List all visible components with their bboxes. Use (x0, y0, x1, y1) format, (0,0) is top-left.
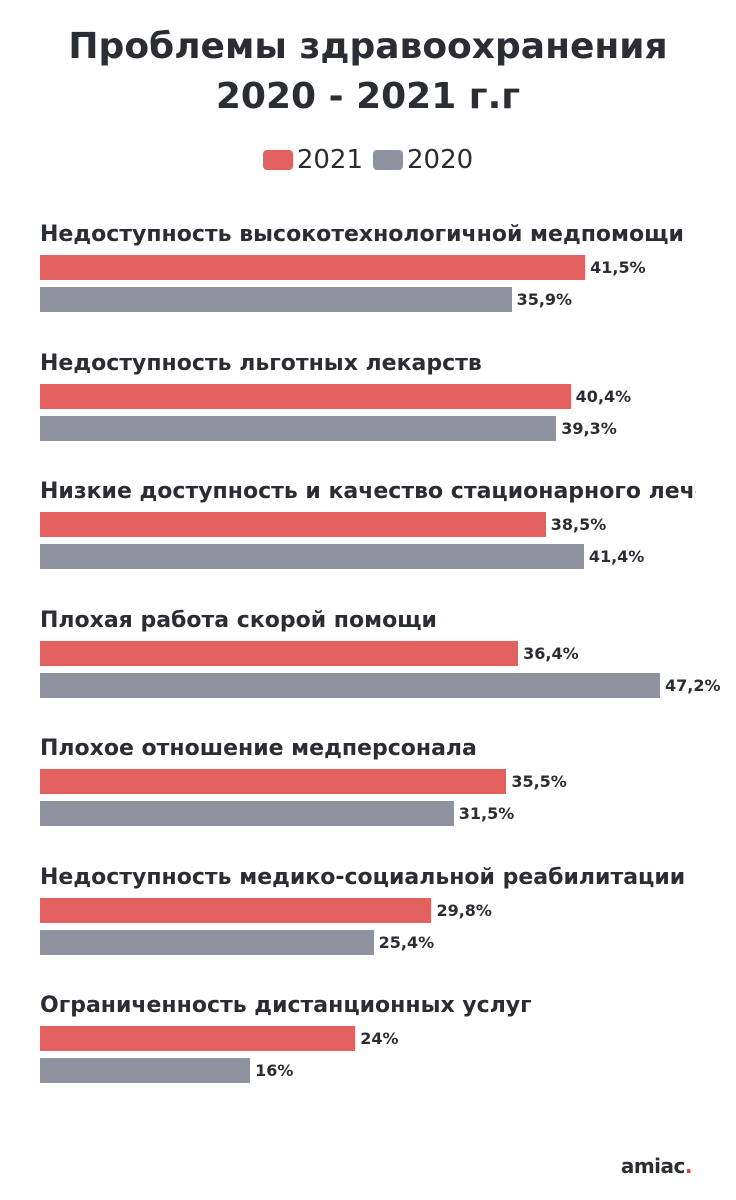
category-label: Недоступность медико-социальной реабилит… (40, 864, 686, 890)
bar-2021 (40, 512, 546, 537)
data-label-2020: 39,3% (561, 418, 617, 438)
category-label: Ограниченность дистанционных услуг (40, 993, 532, 1018)
bar-2020 (40, 415, 557, 441)
legend-label-2020: 2020 (407, 145, 474, 175)
legend-label-2021: 2021 (296, 145, 363, 175)
legend-item-2021: 2021 (262, 145, 363, 175)
data-label-2021: 35,5% (511, 772, 567, 791)
data-label-2020: 35,9% (516, 290, 573, 309)
chart-title-line-2: 2020 - 2021 г.г (215, 76, 521, 117)
bar-2020 (40, 1058, 251, 1083)
category-label: Недоступность высокотехнологичной медпом… (40, 222, 684, 247)
brand-logo: amiac. (620, 1154, 693, 1178)
data-label-2021: 24% (360, 1029, 399, 1048)
bar-2021 (40, 1026, 356, 1051)
brand-logo-text: amiac (620, 1154, 686, 1178)
bar-2021 (40, 897, 432, 923)
data-label-2021: 40,4% (575, 386, 632, 406)
bar-2021 (40, 255, 586, 280)
data-label-2021: 29,8% (436, 900, 492, 920)
data-label-2021: 36,4% (523, 643, 579, 663)
category-label: Низкие доступность и качество стационарн… (40, 479, 696, 504)
bar-2020 (40, 929, 374, 955)
bar-2021 (40, 640, 519, 666)
data-label-2020: 41,4% (588, 547, 645, 566)
category-label: Плохое отношение медперсонала (40, 736, 477, 761)
chart-title-line-1: Проблемы здравоохранения (68, 26, 668, 67)
data-label-2020: 16% (255, 1061, 294, 1080)
bar-2021 (40, 769, 507, 794)
data-label-2020: 31,5% (458, 804, 515, 823)
data-label-2021: 41,5% (590, 258, 646, 277)
legend-swatch-2020 (373, 150, 403, 170)
data-label-2020: 47,2% (665, 675, 721, 695)
chart-title: Проблемы здравоохранения 2020 - 2021 г.г (0, 22, 736, 122)
data-label-2021: 38,5% (550, 515, 607, 534)
bar-2021 (40, 383, 571, 409)
bar-2020 (40, 801, 454, 826)
chart-legend: 2021 2020 (0, 143, 736, 177)
legend-item-2020: 2020 (373, 145, 473, 175)
bar-2020 (40, 287, 512, 312)
data-label-2020: 25,4% (378, 932, 435, 952)
bar-2020 (40, 544, 584, 569)
category-label: Недоступность льготных лекарств (40, 350, 482, 376)
bar-2020 (40, 672, 660, 698)
category-label: Плохая работа скорой помощи (40, 607, 437, 633)
brand-logo-dot: . (684, 1154, 693, 1178)
legend-swatch-2021 (262, 150, 293, 170)
